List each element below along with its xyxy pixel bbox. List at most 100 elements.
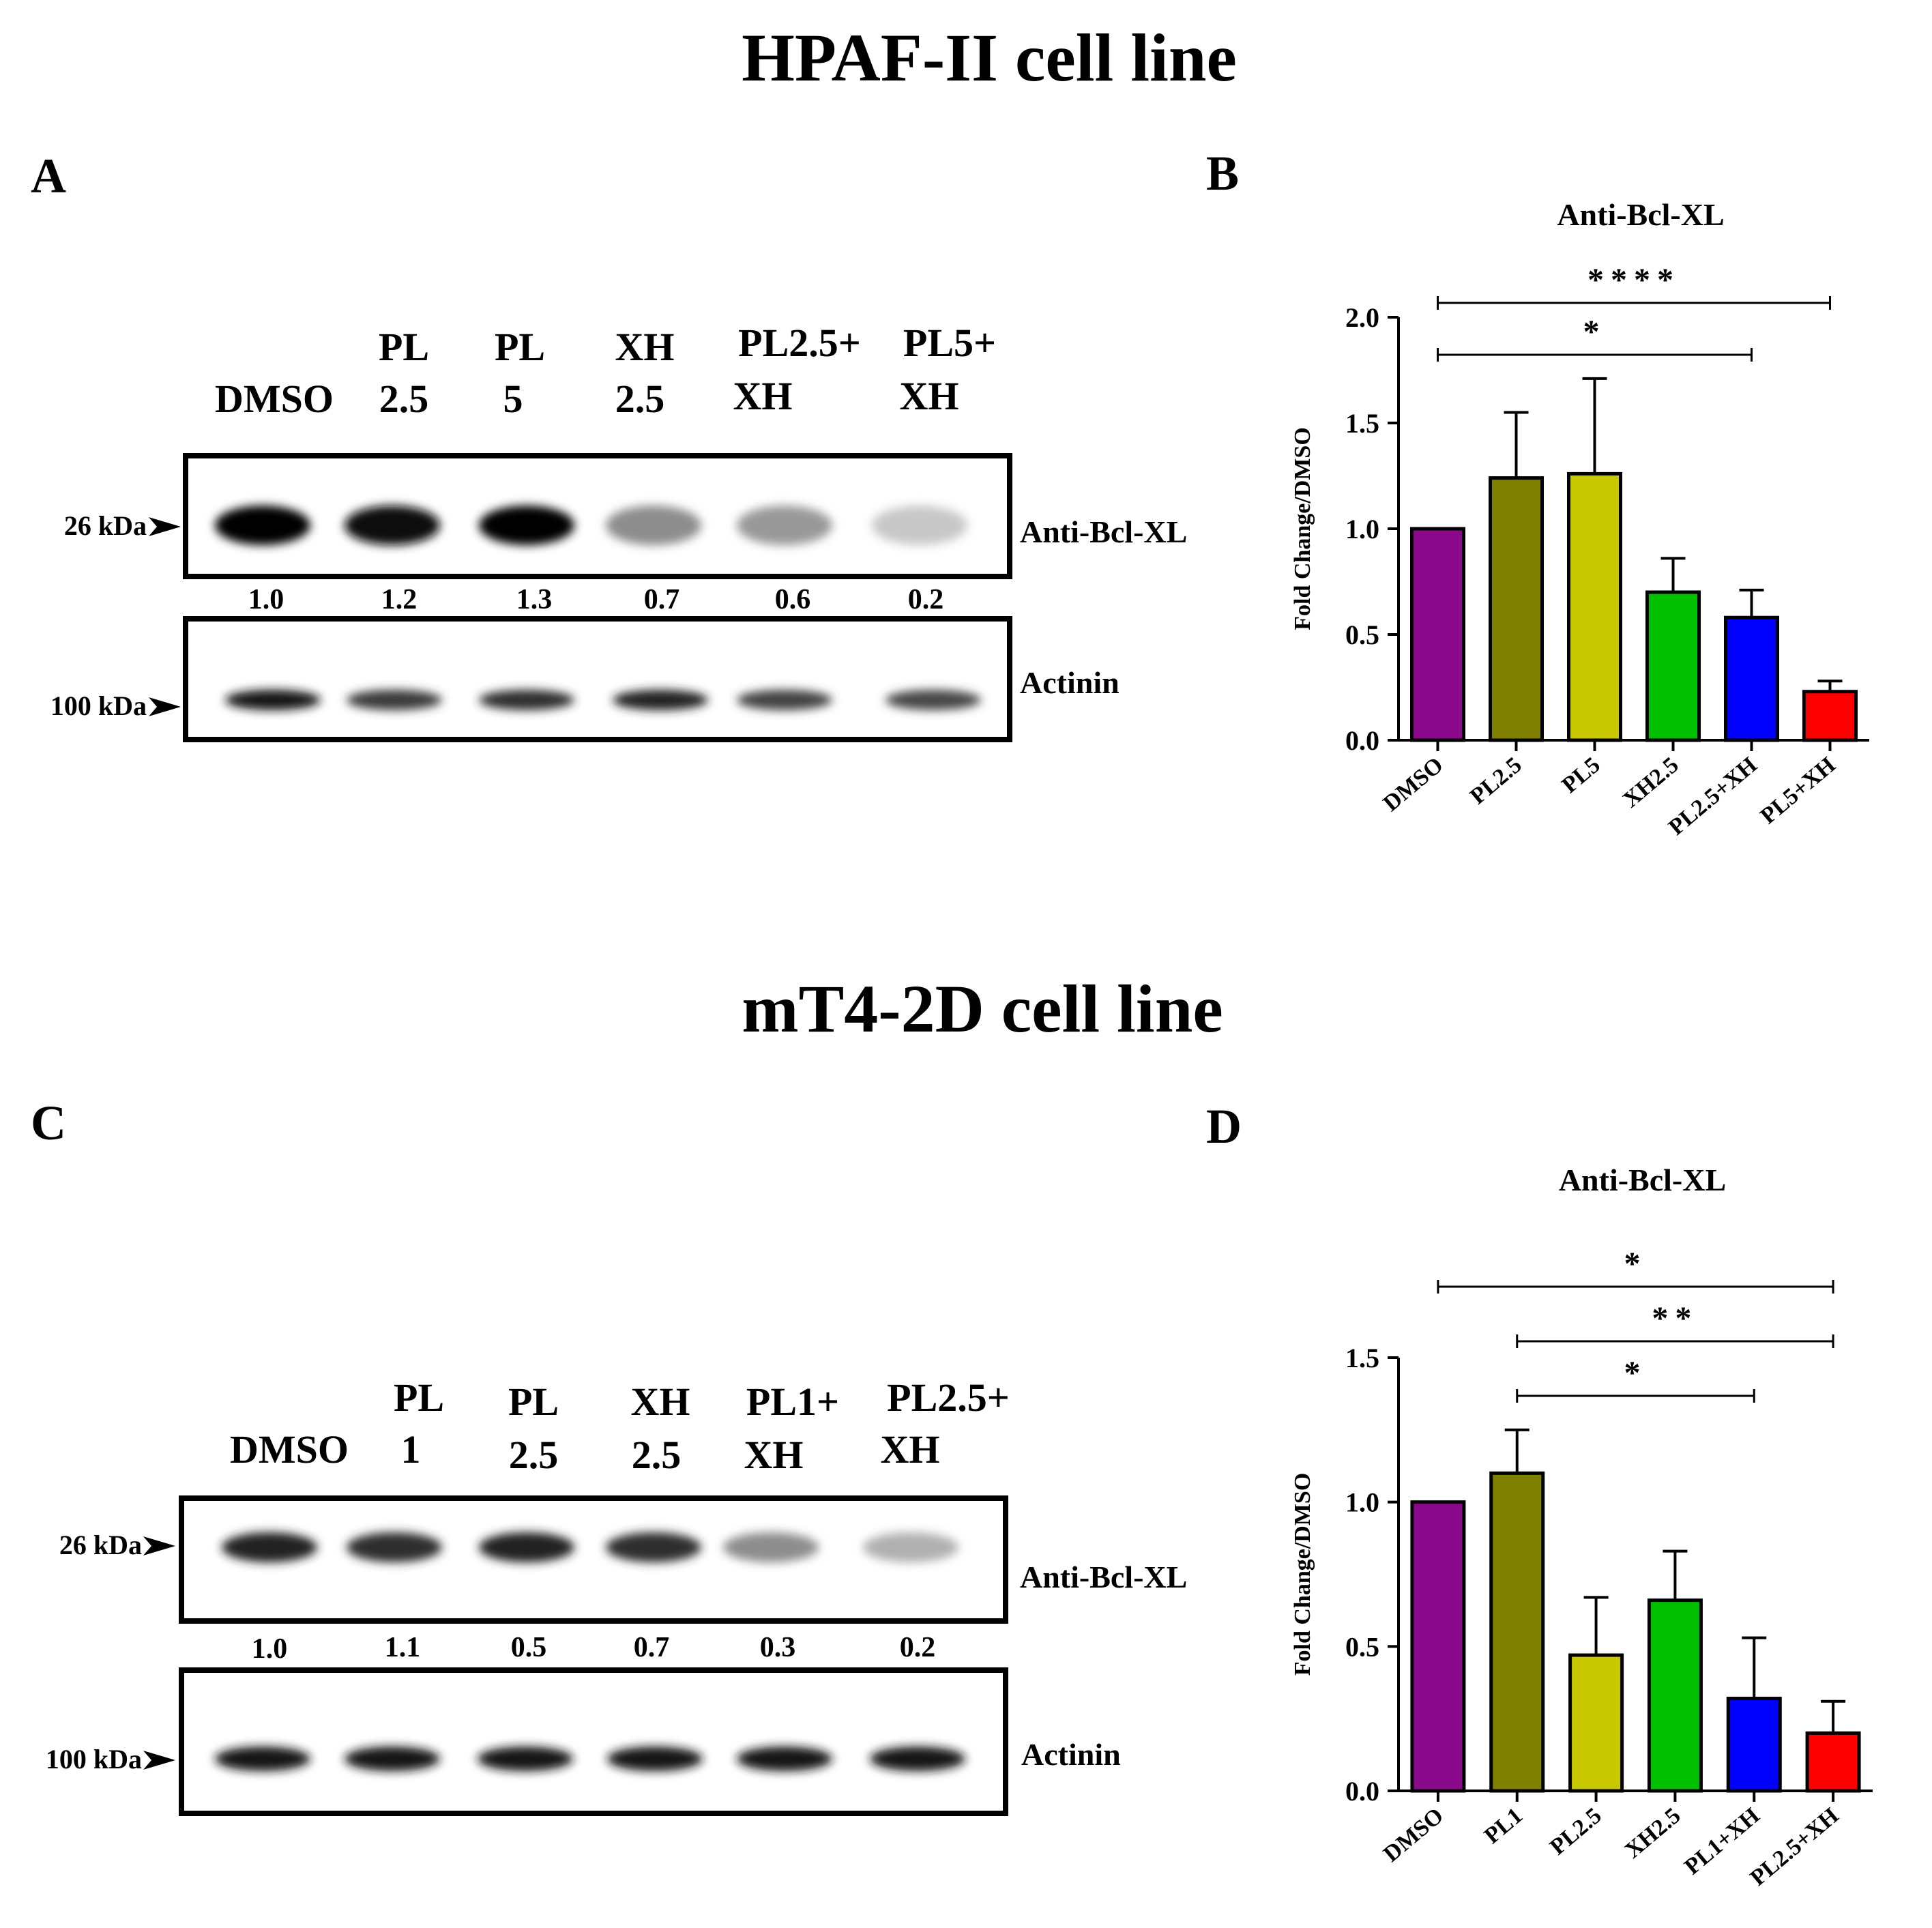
- panel-label-d: D: [1206, 1099, 1242, 1154]
- x-tick-label: PL5+XH: [1756, 753, 1841, 829]
- x-tick-label: PL2.5+XH: [1746, 1803, 1844, 1891]
- protein-band: [479, 690, 574, 710]
- lane-header-line1: PL5+: [903, 321, 996, 365]
- x-tick-label: PL1: [1480, 1803, 1527, 1849]
- lane-header-line2: 2.5: [379, 377, 429, 421]
- bar: [1489, 1471, 1545, 1793]
- y-tick-label: 1.0: [1345, 514, 1379, 544]
- protein-band: [863, 1532, 958, 1562]
- blot-membrane-top: [183, 453, 1012, 579]
- significance-label: *: [1583, 314, 1607, 350]
- bar: [1724, 615, 1779, 742]
- bar: [1567, 471, 1622, 742]
- lane-header-line2: 2.5: [509, 1433, 559, 1477]
- bar: [1805, 1731, 1861, 1793]
- protein-band: [870, 1747, 965, 1771]
- lane-header-line1: PL: [508, 1379, 559, 1424]
- bar: [1647, 1598, 1703, 1793]
- protein-band: [479, 506, 574, 545]
- bar: [1726, 1697, 1782, 1793]
- x-tick-label: PL2.5+XH: [1664, 753, 1762, 841]
- y-axis-label: Fold Change/DMSO: [1290, 427, 1315, 630]
- bar-chart-b: Anti-Bcl-XL Fold Change/DMSO 0.0 0.5 1.0 1.5 2…: [1290, 197, 1869, 841]
- x-tick-label: XH2.5: [1618, 753, 1683, 813]
- band-quant-value: 1.0: [248, 584, 284, 615]
- antibody-label-actinin: Actinin: [1020, 665, 1119, 700]
- panel-label-a: A: [31, 149, 66, 203]
- lane-header-line1: PL: [394, 1375, 444, 1420]
- lane-header-line2: XH: [744, 1433, 804, 1477]
- chart-title: Anti-Bcl-XL: [1559, 1163, 1726, 1197]
- band-quant-value: 0.6: [775, 584, 811, 615]
- protein-band: [606, 506, 701, 545]
- section-title-hpaf: HPAF-II cell line: [742, 20, 1237, 96]
- y-tick-label: 1.5: [1345, 1343, 1379, 1373]
- lane-header-line2: XH: [881, 1427, 940, 1472]
- protein-band: [225, 690, 321, 710]
- blot-membrane-bottom: [183, 616, 1012, 742]
- x-tick-label: PL2.5: [1465, 753, 1527, 810]
- blot-membrane-top: [179, 1495, 1008, 1624]
- protein-band: [606, 1532, 701, 1562]
- antibody-label-bclxl: Anti-Bcl-XL: [1020, 1560, 1187, 1594]
- lane-header-line2: DMSO: [230, 1427, 349, 1472]
- lane-header-line2: XH: [900, 374, 959, 418]
- x-tick-label: DMSO: [1379, 753, 1448, 817]
- western-blot-c: DMSO PL 1 PL 2.5 XH 2.5 PL1+ XH PL2.5+ X…: [46, 1375, 1187, 1816]
- section-title-mt4: mT4-2D cell line: [742, 971, 1223, 1047]
- bar: [1410, 1500, 1466, 1793]
- protein-band: [872, 506, 967, 545]
- protein-band: [723, 1532, 819, 1562]
- protein-band: [613, 690, 708, 710]
- marker-arrow-icon: [149, 517, 181, 536]
- band-quant-value: 0.3: [760, 1632, 796, 1663]
- lane-header-line2: 2.5: [632, 1433, 682, 1477]
- lane-header-line1: XH: [631, 1379, 690, 1424]
- y-tick-label: 1.0: [1345, 1487, 1379, 1518]
- lane-header-line1: PL2.5+: [887, 1375, 1010, 1420]
- bar: [1410, 527, 1465, 742]
- y-tick-label: 0.0: [1345, 725, 1379, 756]
- protein-band: [345, 1747, 440, 1771]
- protein-band: [886, 690, 981, 710]
- band-quant-value: 0.2: [900, 1632, 936, 1663]
- bar: [1645, 590, 1701, 742]
- panel-label-b: B: [1206, 146, 1239, 201]
- antibody-label-actinin: Actinin: [1021, 1737, 1121, 1772]
- band-quant-value: 1.0: [252, 1633, 288, 1665]
- y-tick-label: 0.5: [1345, 619, 1379, 650]
- lane-header-line2: 5: [503, 377, 523, 421]
- marker-arrow-icon: [149, 697, 181, 716]
- antibody-label-bclxl: Anti-Bcl-XL: [1020, 514, 1187, 549]
- protein-band: [347, 690, 442, 710]
- marker-label-26kda: 26 kDa: [64, 510, 147, 541]
- protein-band: [737, 1747, 832, 1771]
- significance-label: *: [1624, 1355, 1648, 1391]
- bar: [1802, 690, 1858, 742]
- lane-header-line1: PL: [379, 325, 429, 369]
- western-blot-a: DMSO PL 2.5 PL 5 XH 2.5 PL2.5+ XH PL5+ X…: [50, 321, 1187, 742]
- x-tick-label: PL2.5: [1545, 1803, 1607, 1860]
- marker-label-26kda: 26 kDa: [59, 1530, 142, 1560]
- protein-band: [479, 1532, 574, 1562]
- protein-band: [347, 1532, 442, 1562]
- band-quant-value: 1.1: [385, 1632, 421, 1663]
- band-quant-value: 0.2: [908, 584, 944, 615]
- lane-header-line1: PL: [495, 325, 545, 369]
- protein-band: [478, 1747, 573, 1771]
- protein-band: [737, 690, 832, 710]
- protein-band: [737, 506, 832, 545]
- y-tick-label: 1.5: [1345, 408, 1379, 439]
- band-quant-value: 0.7: [634, 1632, 670, 1663]
- bar-chart-d: Anti-Bcl-XL Fold Change/DMSO 0.0 0.5 1.0 1.5 D…: [1290, 1163, 1873, 1891]
- protein-band: [215, 506, 310, 545]
- x-tick-label: DMSO: [1379, 1803, 1448, 1867]
- lane-header-line1: PL2.5+: [738, 321, 861, 365]
- lane-header-line2: 1: [401, 1427, 421, 1472]
- lane-header-line1: XH: [615, 325, 675, 369]
- blot-membrane-bottom: [179, 1667, 1008, 1816]
- significance-label: *: [1624, 1246, 1648, 1282]
- x-tick-label: XH2.5: [1620, 1803, 1685, 1863]
- marker-arrow-icon: [143, 1536, 175, 1555]
